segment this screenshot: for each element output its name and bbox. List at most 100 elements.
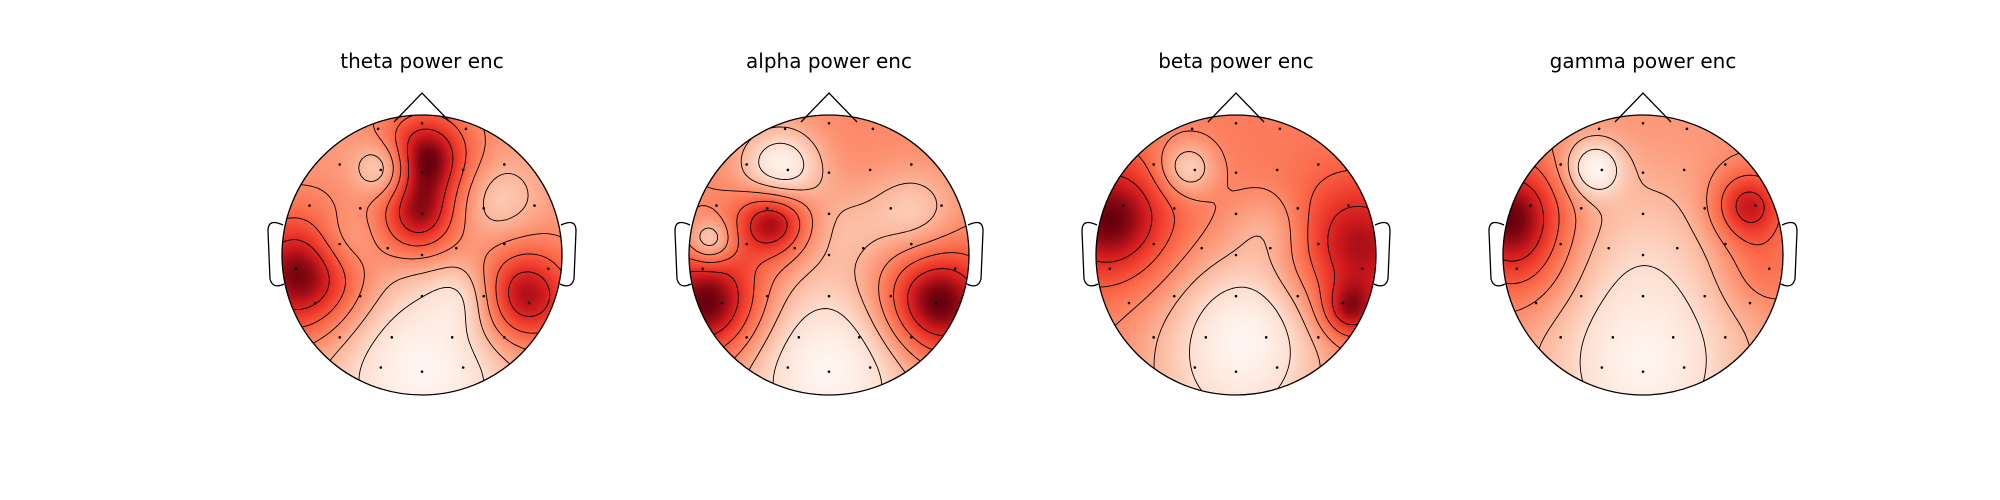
sensor-dot (420, 253, 424, 257)
sensor-dot (1515, 267, 1519, 271)
sensor-dot (1296, 294, 1300, 298)
contour-lines (282, 115, 562, 395)
sensor-dot (720, 301, 724, 305)
sensor-dot (1269, 246, 1272, 250)
sensor-dot (1559, 336, 1562, 339)
sensor-dot (827, 253, 831, 257)
sensor-dot (461, 366, 465, 369)
sensor-dot (1317, 163, 1320, 166)
sensor-dot (1152, 336, 1155, 339)
sensor-dot (386, 246, 390, 250)
sensor-dot (745, 242, 748, 246)
sensor-dot (1559, 242, 1562, 246)
sensor-dot (1600, 366, 1604, 369)
sensor-dot (827, 294, 831, 298)
sensor-dot (940, 204, 943, 207)
topomap-title: alpha power enc (746, 49, 912, 73)
sensor-dot (533, 204, 536, 207)
sensor-dot (953, 267, 957, 271)
sensor-dot (1579, 207, 1583, 210)
sensor-dot (1234, 294, 1238, 298)
sensor-dot (1607, 246, 1610, 250)
sensor-dot (420, 171, 424, 174)
sensor-dot (745, 163, 748, 166)
sensor-dot (420, 294, 424, 298)
sensor-dot (797, 336, 801, 339)
sensor-dot (1264, 336, 1268, 339)
sensor-dot (379, 366, 383, 369)
right-ear-outline (559, 221, 577, 287)
sensor-dot (1360, 267, 1364, 271)
sensor-dot (715, 204, 718, 207)
sensor-dot (1676, 246, 1679, 250)
sensor-dot (1641, 294, 1645, 298)
sensor-dot (1278, 127, 1282, 131)
sensor-dot (1600, 168, 1604, 172)
contour-lines (689, 115, 969, 395)
left-ear-outline (267, 221, 285, 287)
sensor-dot (294, 267, 298, 271)
sensor-dot (1193, 366, 1197, 369)
sensor-dot (889, 207, 893, 210)
sensor-dot (358, 207, 362, 210)
sensor-dot (1682, 366, 1686, 369)
topomap-title: theta power enc (340, 49, 503, 73)
sensor-dot (1671, 336, 1675, 339)
sensor-dot (338, 242, 341, 246)
sensor-dot (1347, 204, 1350, 207)
sensor-dot (1703, 294, 1707, 298)
sensor-dot (1641, 171, 1645, 174)
sensor-dot (827, 171, 831, 174)
sensor-dot (376, 127, 380, 131)
sensor-dot (765, 207, 769, 210)
sensor-dot (910, 242, 913, 246)
sensor-dot (420, 121, 424, 125)
sensor-dot (1559, 163, 1562, 166)
sensor-dot (1682, 168, 1686, 172)
sensor-dot (783, 127, 787, 131)
sensor-dot (1685, 127, 1689, 131)
sensor-dot (827, 212, 831, 216)
sensor-dot (1748, 301, 1752, 305)
sensor-dot (1122, 204, 1125, 207)
nose-outline (800, 92, 858, 123)
sensor-dot (827, 370, 831, 373)
sensor-dot (786, 168, 790, 172)
sensor-dot (868, 168, 872, 172)
right-ear-outline (1780, 221, 1798, 287)
sensor-dot (308, 204, 311, 207)
topomap-panel: theta power enc (267, 49, 577, 396)
nose-outline (393, 92, 451, 123)
sensor-dot (827, 121, 831, 125)
sensor-dot (338, 163, 341, 166)
sensor-dot (889, 294, 893, 298)
sensor-dot (1190, 127, 1194, 131)
right-ear-outline (1373, 221, 1391, 287)
sensor-dot (1529, 204, 1532, 207)
sensor-dot (461, 168, 465, 172)
sensor-dot (1152, 242, 1155, 246)
sensor-dot (546, 267, 550, 271)
sensor-dot (1341, 301, 1345, 305)
sensor-dot (1641, 212, 1645, 216)
sensor-dot (1275, 366, 1279, 369)
sensor-dot (420, 370, 424, 373)
sensor-dot (1767, 267, 1771, 271)
sensor-dot (358, 294, 362, 298)
sensor-dot (379, 168, 383, 172)
sensor-dot (1127, 301, 1131, 305)
sensor-dot (338, 336, 341, 339)
sensor-dot (786, 366, 790, 369)
sensor-dot (701, 267, 705, 271)
nose-outline (1207, 92, 1265, 123)
sensor-dot (1234, 121, 1238, 125)
sensor-dot (1579, 294, 1583, 298)
sensor-dot (450, 336, 454, 339)
sensor-dot (482, 207, 486, 210)
sensor-dot (1597, 127, 1601, 131)
sensor-dot (1200, 246, 1203, 250)
sensor-dot (313, 301, 317, 305)
nose-outline (1614, 92, 1672, 123)
sensor-dot (1534, 301, 1538, 305)
